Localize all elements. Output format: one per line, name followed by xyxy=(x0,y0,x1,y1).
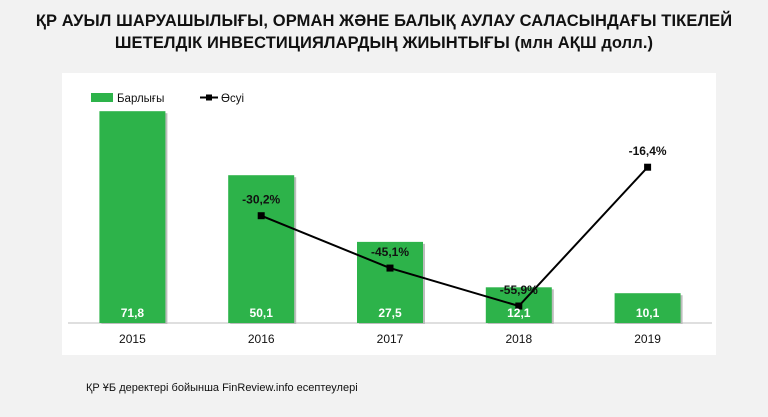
x-tick-label: 2018 xyxy=(505,332,532,346)
legend-line-marker xyxy=(206,94,212,101)
growth-point xyxy=(644,163,652,171)
bar-2015 xyxy=(99,111,166,323)
x-tick-label: 2015 xyxy=(119,332,146,346)
growth-value-label: -55,9% xyxy=(500,283,538,297)
title-line-1: ҚР АУЫЛ ШАРУАШЫЛЫҒЫ, ОРМАН ЖӘНЕ БАЛЫҚ АУ… xyxy=(35,12,733,30)
bar-value-label: 27,5 xyxy=(378,306,402,320)
growth-value-label: -45,1% xyxy=(371,245,409,259)
source-note: ҚР ҰБ деректері бойынша FinReview.info е… xyxy=(86,382,358,394)
growth-point xyxy=(257,212,265,220)
bar-value-label: 71,8 xyxy=(121,306,145,320)
bar-2019 xyxy=(614,293,681,323)
bar-2016 xyxy=(228,175,295,323)
x-tick-label: 2016 xyxy=(248,332,275,346)
growth-value-label: -30,2% xyxy=(242,193,280,207)
growth-point xyxy=(515,302,523,310)
legend-bar-label: Барлығы xyxy=(117,93,164,105)
bar-value-label: 50,1 xyxy=(250,306,274,320)
title-line-2: ШЕТЕЛДІК ИНВЕСТИЦИЯЛАРДЫҢ ЖИЫНТЫҒЫ (млн … xyxy=(114,34,654,52)
x-tick-label: 2019 xyxy=(634,332,661,346)
bar-value-label: 12,1 xyxy=(507,306,531,320)
bar-value-label: 10,1 xyxy=(636,306,660,320)
bar-2017 xyxy=(357,241,423,323)
legend-line-label: Өсуі xyxy=(221,93,244,105)
legend: Барлығы Өсуі xyxy=(91,93,244,105)
legend-bar-swatch xyxy=(91,93,113,102)
chart-title: ҚР АУЫЛ ШАРУАШЫЛЫҒЫ, ОРМАН ЖӘНЕ БАЛЫҚ АУ… xyxy=(0,10,768,54)
growth-line xyxy=(260,166,649,308)
x-tick-label: 2017 xyxy=(377,332,404,346)
growth-point xyxy=(386,264,394,272)
growth-value-label: -16,4% xyxy=(629,144,667,158)
